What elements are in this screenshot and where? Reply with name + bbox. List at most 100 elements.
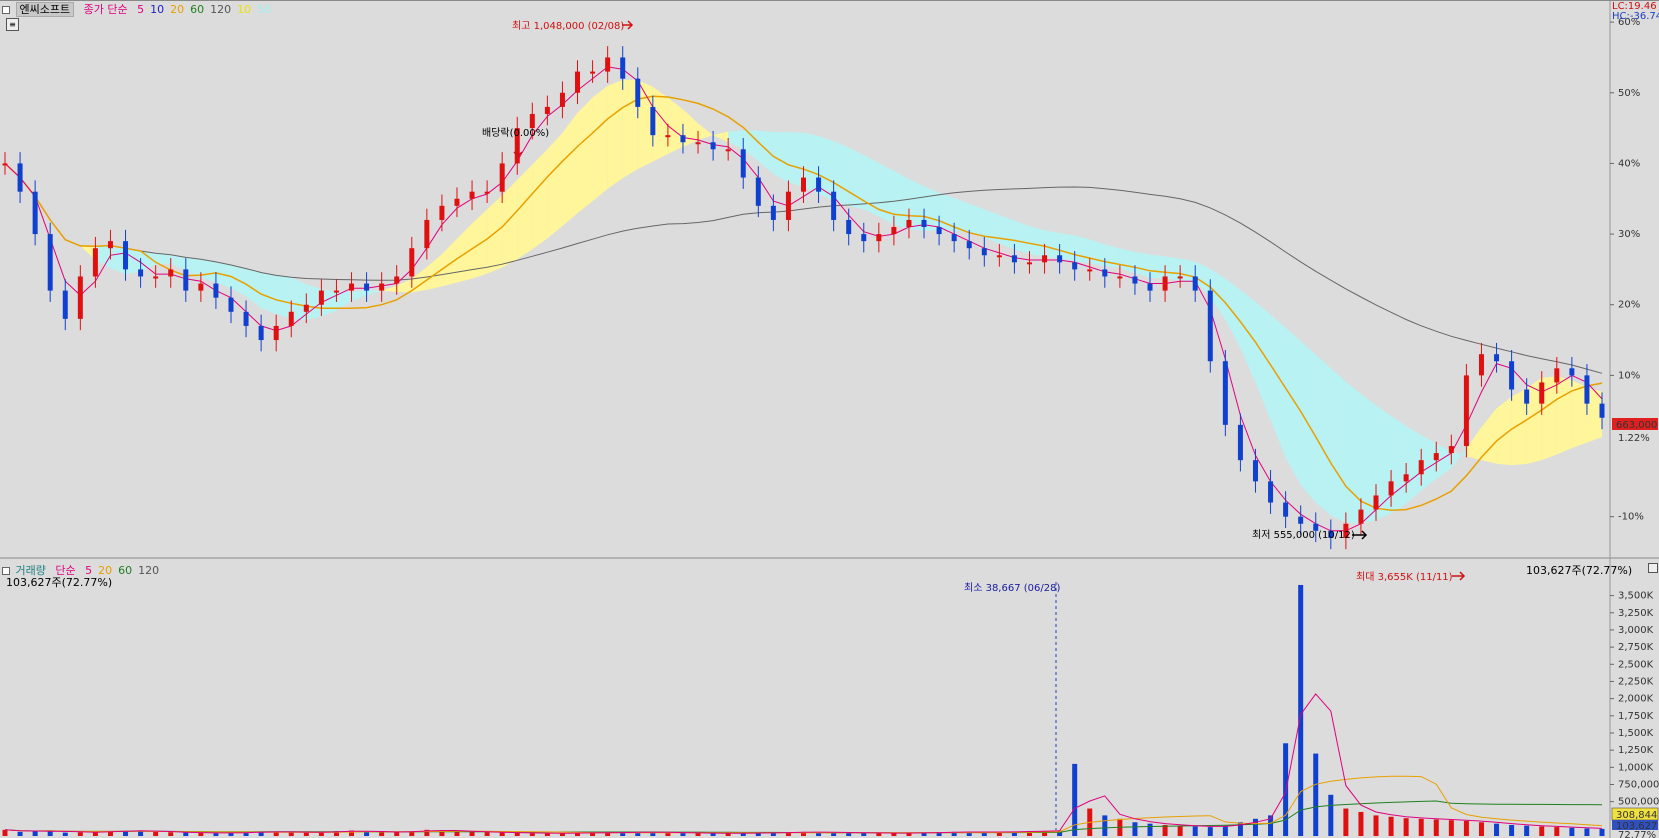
volume-bar bbox=[876, 833, 882, 836]
candle-body bbox=[303, 304, 309, 312]
candle-body bbox=[379, 283, 385, 291]
volume-bar bbox=[1313, 753, 1319, 836]
volume-bar bbox=[1011, 831, 1017, 836]
candle-body bbox=[605, 57, 611, 72]
candle-body bbox=[559, 92, 565, 107]
volume-bar bbox=[92, 831, 98, 836]
envelope-band-segment bbox=[185, 257, 201, 278]
volume-bar bbox=[364, 831, 370, 836]
candle-body bbox=[1388, 481, 1394, 496]
volume-bar bbox=[228, 832, 234, 836]
volume-bar bbox=[153, 831, 159, 836]
volume-bar bbox=[17, 831, 23, 836]
volume-bar bbox=[770, 832, 776, 836]
candle-body bbox=[107, 241, 113, 249]
candle-body bbox=[1117, 276, 1123, 279]
volume-bar bbox=[1554, 827, 1560, 836]
volume-panel-menu-icon[interactable] bbox=[1648, 563, 1658, 573]
volume-bar bbox=[484, 832, 490, 836]
candle-body bbox=[1524, 389, 1530, 404]
candle-body bbox=[394, 276, 400, 284]
candle-body bbox=[183, 269, 189, 291]
volume-bar bbox=[213, 833, 219, 836]
candle-body bbox=[1509, 361, 1515, 390]
envelope-band-segment bbox=[336, 291, 352, 311]
candle-body bbox=[936, 227, 942, 235]
volume-bar bbox=[454, 831, 460, 836]
volume-bar bbox=[891, 833, 897, 836]
volume-bar bbox=[288, 832, 294, 836]
candle-body bbox=[1328, 530, 1334, 538]
candle-body bbox=[1011, 255, 1017, 263]
candle-body bbox=[439, 205, 445, 220]
candle-body bbox=[785, 191, 791, 220]
volume-bar bbox=[1207, 827, 1213, 836]
ma-legend: 5 10 20 60 120 10 50 bbox=[137, 3, 277, 16]
volume-bar bbox=[1599, 828, 1605, 836]
dividend-arrow-icon bbox=[513, 140, 523, 158]
volume-axis-label: 1,750K bbox=[1618, 711, 1654, 722]
envelope-band-segment bbox=[969, 203, 985, 238]
envelope-band-segment bbox=[1240, 289, 1256, 383]
volume-axis-label: 500,000 bbox=[1618, 797, 1659, 808]
candle-body bbox=[966, 241, 972, 249]
chart-settings-icon[interactable]: ≡ bbox=[6, 18, 19, 31]
candle-body bbox=[1478, 354, 1484, 376]
candle-body bbox=[1554, 368, 1560, 383]
volume-bar bbox=[243, 832, 249, 836]
volume-bar bbox=[635, 831, 641, 836]
price-panel-header: 엔씨소프트 종가 단순 5 10 20 60 120 10 50 bbox=[2, 1, 283, 17]
price-axis-label: 20% bbox=[1618, 300, 1640, 311]
candle-body bbox=[1072, 262, 1078, 270]
panel-toggle-icon[interactable] bbox=[2, 6, 10, 14]
top-border bbox=[0, 0, 1659, 1]
volume-ma5-line bbox=[4, 693, 1603, 834]
envelope-band-segment bbox=[878, 163, 894, 225]
candle-body bbox=[153, 276, 159, 279]
volume-bar bbox=[1283, 743, 1289, 836]
volume-bar bbox=[183, 832, 189, 836]
envelope-band-segment bbox=[1436, 443, 1452, 479]
volume-max-arrow-icon bbox=[1452, 571, 1466, 581]
volume-ma-legend: 5 20 60 120 bbox=[85, 564, 165, 577]
candle-body bbox=[17, 163, 23, 192]
envelope-band-segment bbox=[1315, 354, 1331, 516]
volume-bar bbox=[1463, 820, 1469, 836]
candle-body bbox=[861, 234, 867, 242]
volume-panel-bg bbox=[0, 560, 1610, 838]
volume-bar bbox=[1343, 808, 1349, 836]
envelope-band-segment bbox=[562, 112, 578, 226]
candle-body bbox=[1222, 361, 1228, 425]
candle-body bbox=[695, 142, 701, 145]
candle-body bbox=[1343, 523, 1349, 538]
volume-bar bbox=[861, 832, 867, 836]
candle-body bbox=[349, 283, 355, 291]
price-axis-label: -10% bbox=[1618, 512, 1644, 523]
candle-body bbox=[1252, 460, 1258, 482]
candle-body bbox=[981, 248, 987, 256]
candle-body bbox=[1584, 375, 1590, 404]
volume-toggle-icon[interactable] bbox=[2, 567, 10, 575]
volume-bar bbox=[1192, 826, 1198, 836]
envelope-band-segment bbox=[1391, 416, 1407, 514]
candle-body bbox=[906, 219, 912, 228]
candle-body bbox=[243, 311, 249, 326]
candle-body bbox=[710, 142, 716, 150]
envelope-band-segment bbox=[261, 272, 277, 315]
volume-bar bbox=[1433, 819, 1439, 836]
volume-bar bbox=[1222, 825, 1228, 836]
volume-bar bbox=[469, 831, 475, 836]
volume-bar bbox=[1524, 825, 1530, 836]
volume-bar bbox=[816, 832, 822, 836]
volume-bar bbox=[2, 829, 8, 836]
volume-box-pct-text: 72.77% bbox=[1618, 830, 1656, 838]
volume-ma-1: 20 bbox=[98, 564, 113, 577]
envelope-band-segment bbox=[863, 154, 879, 217]
envelope-band-segment bbox=[1541, 376, 1557, 461]
volume-bar bbox=[514, 832, 520, 836]
volume-axis-label: 750,000 bbox=[1618, 779, 1659, 790]
candle-body bbox=[364, 283, 370, 291]
volume-axis-label: 3,250K bbox=[1618, 608, 1654, 619]
envelope-band-segment bbox=[698, 123, 714, 141]
